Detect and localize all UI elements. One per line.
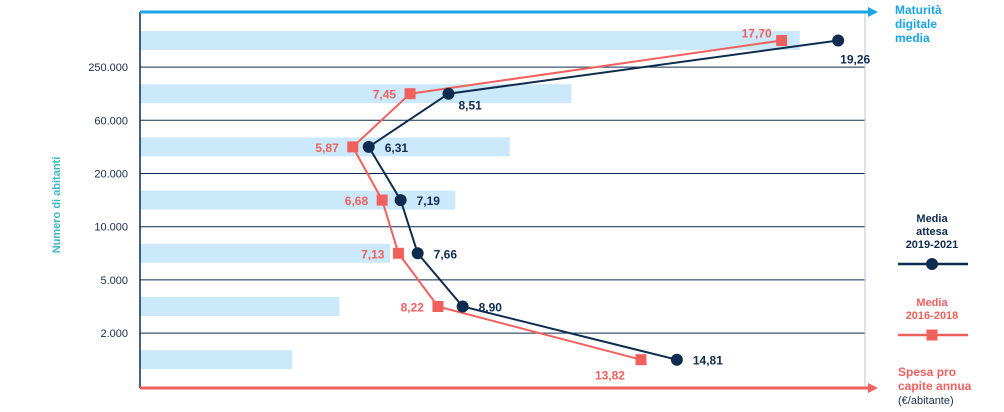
y-axis-label: Numero di abitanti xyxy=(51,157,63,254)
point-expected-3 xyxy=(394,194,407,207)
bar-6 xyxy=(140,350,293,370)
point-past-4 xyxy=(392,247,404,259)
data-label-past-0: 17,70 xyxy=(742,27,772,41)
data-label-expected-1: 8,51 xyxy=(458,99,482,113)
point-past-6 xyxy=(635,354,647,366)
tick-layer: 250.000 60.000 20.000 10.000 5.000 2.000 xyxy=(88,62,128,340)
data-label-expected-4: 7,66 xyxy=(434,247,458,261)
top-axis-title-line: digitale xyxy=(895,17,937,31)
point-expected-4 xyxy=(411,247,424,260)
y-tick-label: 10.000 xyxy=(94,222,128,234)
y-tick-label: 60.000 xyxy=(94,115,128,127)
data-label-past-2: 5,87 xyxy=(315,141,339,155)
bottom-axis-arrow xyxy=(868,383,878,393)
point-expected-6 xyxy=(670,353,683,366)
bar-2 xyxy=(140,137,510,157)
bottom-axis-title-line: capite annua xyxy=(898,379,972,393)
series-marker-layer xyxy=(347,34,845,366)
bar-4 xyxy=(140,243,391,263)
bar-layer xyxy=(140,31,800,370)
data-label-expected-3: 7,19 xyxy=(417,194,441,208)
y-tick-label: 5.000 xyxy=(100,275,128,287)
data-label-layer: 19,26 8,51 6,31 7,19 7,66 8,90 14,81 17,70 7,45 5… xyxy=(315,27,870,383)
legend-expected-label: attesa xyxy=(916,226,949,238)
data-label-expected-5: 8,90 xyxy=(479,301,503,315)
point-expected-5 xyxy=(456,300,469,313)
bar-3 xyxy=(140,190,456,210)
point-past-5 xyxy=(432,301,444,312)
point-past-3 xyxy=(376,194,388,206)
point-past-0 xyxy=(776,35,788,46)
data-label-past-3: 6,68 xyxy=(345,194,369,208)
y-tick-label: 20.000 xyxy=(94,169,128,181)
bar-5 xyxy=(140,297,340,316)
top-axis-title-line: Maturità xyxy=(895,3,942,17)
data-label-past-4: 7,13 xyxy=(361,247,385,261)
data-label-past-6: 13,82 xyxy=(595,369,625,383)
data-label-expected-6: 14,81 xyxy=(693,354,723,368)
legend-past-label: 2016-2018 xyxy=(906,310,959,322)
point-expected-1 xyxy=(442,87,455,100)
point-expected-2 xyxy=(362,140,375,153)
point-past-2 xyxy=(347,141,359,153)
y-tick-label: 2.000 xyxy=(100,328,128,340)
data-label-past-1: 7,45 xyxy=(373,88,397,102)
top-axis-title-line: media xyxy=(895,31,930,45)
data-label-expected-2: 6,31 xyxy=(385,141,409,155)
data-label-past-5: 8,22 xyxy=(401,301,425,315)
legend-expected-marker xyxy=(926,258,938,270)
point-expected-0 xyxy=(832,34,845,47)
legend-expected-label: 2019-2021 xyxy=(906,239,959,251)
legend-past-label: Media xyxy=(916,297,948,309)
top-axis-arrow xyxy=(868,7,878,17)
legend-past-marker xyxy=(926,329,938,341)
bottom-axis-title-line: Spesa pro xyxy=(898,365,956,379)
axes-layer xyxy=(139,7,878,393)
bar-1 xyxy=(140,84,572,104)
grid-layer xyxy=(140,66,865,334)
bottom-axis-unit: (€/abitante) xyxy=(898,395,954,407)
data-label-expected-0: 19,26 xyxy=(840,53,870,67)
bar-0 xyxy=(140,31,800,50)
point-past-1 xyxy=(404,88,416,100)
legend-expected-label: Media xyxy=(916,213,948,225)
y-tick-label: 250.000 xyxy=(88,62,128,74)
